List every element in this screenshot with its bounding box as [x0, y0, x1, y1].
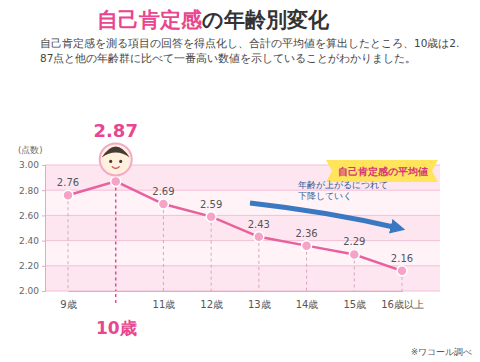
data-label: 2.16 [391, 253, 413, 264]
data-label: 2.36 [295, 228, 317, 239]
x-tick-label: 16歳以上 [381, 299, 424, 310]
y-tick: 3.00 [19, 160, 45, 170]
y-tick-mark [42, 190, 45, 191]
x-tick-label: 13歳 [248, 299, 271, 310]
drop-line [306, 246, 307, 291]
series-line [68, 181, 402, 270]
x-tick: 13歳 [248, 291, 271, 310]
grid-band [45, 190, 440, 215]
x-tick-label: 15歳 [343, 299, 366, 310]
highlight-guide [115, 294, 117, 305]
text-line: 87点と他の年齢群に比べて一番高い数値を示していることがわかりました。 [40, 52, 416, 64]
y-tick: 2.00 [19, 286, 45, 296]
subtitle: 自己肯定感を測る項目の回答を得点化し、合計の平均値を算出したところ、10歳は2.… [40, 37, 459, 64]
legend-label: 自己肯定感の平均値 [338, 166, 428, 177]
plot-background [45, 165, 440, 291]
highlight-icon [100, 143, 132, 175]
data-label: 2.29 [343, 236, 365, 247]
y-tick-label: 3.00 [19, 160, 39, 170]
y-tick-mark [42, 165, 45, 166]
data-label: 2.43 [248, 219, 270, 230]
x-axis: 9歳 10歳 11歳 12歳 13歳 14歳 15歳 16歳以上 [60, 291, 424, 338]
x-tick: 12歳 [200, 291, 223, 310]
trend-arrow [250, 203, 398, 228]
y-tick: 2.20 [19, 261, 45, 271]
icon-mouth [112, 166, 120, 168]
x-axis-line [69, 291, 403, 292]
x-tick-label: 10歳 [96, 318, 137, 338]
x-tick-label: 11歳 [153, 299, 176, 310]
text-line: 下降していく [298, 191, 352, 201]
icon-hair [102, 146, 130, 157]
drop-line [258, 237, 259, 291]
highlight-data-label: 2.87 [94, 120, 138, 141]
y-tick-label: 2.80 [19, 186, 39, 196]
marks [63, 176, 407, 291]
text-line: 年齢が上がるにつれて [298, 180, 388, 190]
point [111, 176, 121, 186]
x-tick-label: 12歳 [200, 299, 223, 310]
y-tick-mark [42, 291, 45, 292]
point [349, 249, 359, 259]
y-tick: 2.80 [19, 186, 45, 196]
x-tick-label: 9歳 [60, 299, 76, 310]
drop-line [163, 204, 164, 291]
point [158, 199, 168, 209]
x-tick: 14歳 [296, 291, 319, 310]
y-tick-mark [42, 266, 45, 267]
grid-band [45, 266, 440, 291]
point [63, 190, 73, 200]
y-axis-title: (点数) [18, 145, 43, 155]
data-label: 2.59 [200, 199, 222, 210]
grid-band [45, 215, 440, 240]
point [254, 232, 264, 242]
annotation: 年齢が上がるにつれて下降していく [298, 180, 388, 201]
x-tick: 11歳 [153, 291, 176, 310]
grid-line [45, 291, 440, 292]
x-tick: 16歳以上 [381, 291, 424, 310]
grid-line [45, 240, 440, 241]
x-tick: 10歳 [96, 291, 137, 338]
icon-face [100, 143, 132, 175]
y-tick-label: 2.00 [19, 286, 39, 296]
y-tick: 2.40 [19, 236, 45, 246]
point [206, 212, 216, 222]
y-tick-label: 2.40 [19, 236, 39, 246]
y-axis-line [42, 166, 46, 292]
legend-ribbon [326, 160, 438, 182]
drop-line [68, 195, 69, 291]
point [397, 266, 407, 276]
grid-line [45, 265, 440, 266]
y-tick-mark [42, 215, 45, 216]
grid-line [45, 215, 440, 216]
grid-band [45, 241, 440, 266]
drop-line [211, 217, 212, 291]
y-tick-label: 2.60 [19, 211, 39, 221]
title-rest: の年齢別変化 [202, 8, 330, 32]
x-tick-label: 14歳 [296, 299, 319, 310]
y-tick: 2.60 [19, 211, 45, 221]
source-note: ※ワコール調べ [411, 347, 472, 357]
chart: 自己肯定感の年齢別変化自己肯定感を測る項目の回答を得点化し、合計の平均値を算出し… [0, 0, 480, 362]
legend: 自己肯定感の平均値 [326, 160, 438, 182]
y-tick-mark [42, 241, 45, 242]
title: 自己肯定感の年齢別変化 [97, 8, 330, 32]
icon-eye [119, 160, 122, 163]
point [302, 241, 312, 251]
highlight-drop-line [115, 181, 117, 291]
text-line: 自己肯定感を測る項目の回答を得点化し、合計の平均値を算出したところ、10歳は2. [40, 37, 459, 49]
icon-eye [109, 160, 112, 163]
y-tick-label: 2.20 [19, 261, 39, 271]
title-highlight: 自己肯定感 [97, 8, 203, 32]
y-axis: 2.00 2.20 2.40 2.60 2.80 3.00 [19, 160, 46, 296]
data-label: 2.69 [152, 186, 174, 197]
data-label: 2.76 [57, 177, 79, 188]
x-tick: 15歳 [343, 291, 366, 310]
x-tick: 9歳 [60, 291, 76, 310]
